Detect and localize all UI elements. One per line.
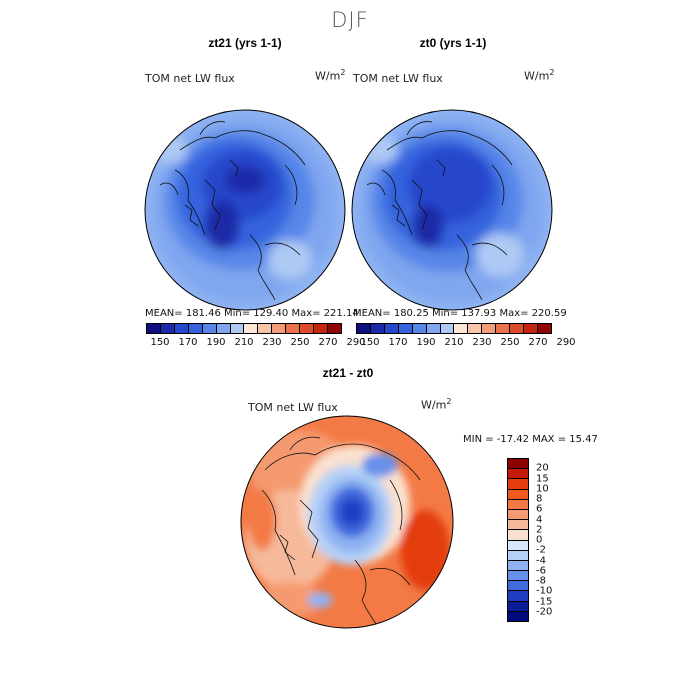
field-label-diff: TOM net LW flux <box>248 401 338 414</box>
colorbar-tick-label: 0 <box>536 534 543 546</box>
colorbar-swatch <box>508 499 528 510</box>
colorbar-swatch <box>426 324 441 333</box>
colorbar-tick-label: 150 <box>360 337 380 348</box>
colorbar-swatch <box>508 550 528 561</box>
colorbar-tick-label: 170 <box>388 337 408 348</box>
colorbar-swatch <box>412 324 427 333</box>
colorbar-swatch <box>286 324 301 333</box>
colorbar-swatch <box>398 324 413 333</box>
main-title: DJF <box>331 8 369 32</box>
stats-zt0: MEAN= 180.25 Min= 137.93 Max= 220.59 <box>353 308 567 319</box>
colorbar-swatch <box>508 591 528 602</box>
colorbar-swatch <box>300 324 315 333</box>
colorbar-tick-label: 4 <box>536 514 543 525</box>
colorbar-tick-label: -15 <box>536 596 553 607</box>
colorbar-swatch <box>537 324 551 333</box>
colorbar-tick-label: -8 <box>536 575 546 587</box>
stats-diff: MIN = -17.42 MAX = 15.47 <box>463 434 598 445</box>
colorbar-tick-label: 210 <box>444 337 464 348</box>
colorbar-swatch <box>370 324 385 333</box>
colorbar-swatch <box>510 324 525 333</box>
colorbar-swatch <box>258 324 273 333</box>
colorbar-zt21 <box>146 323 342 334</box>
units-diff: W/m2 <box>421 397 452 412</box>
panel-title-zt21: zt21 (yrs 1-1) <box>208 36 282 50</box>
colorbar-tick-label: 190 <box>206 337 226 348</box>
colorbar-tick-label: 6 <box>536 503 543 515</box>
colorbar-swatch <box>508 479 528 490</box>
colorbar-tick-label: 250 <box>500 337 520 348</box>
colorbar-tick-label: 250 <box>290 337 310 348</box>
colorbar-swatch <box>508 459 528 470</box>
colorbar-tick-label: 20 <box>536 462 549 474</box>
colorbar-swatch <box>508 489 528 500</box>
colorbar-swatch <box>440 324 455 333</box>
colorbar-tick-label: 230 <box>472 337 492 348</box>
colorbar-tick-label: 10 <box>536 483 549 495</box>
colorbar-labels-zt21: 150 170 190 210 230 250 270 290 <box>146 337 365 349</box>
colorbar-swatch <box>468 324 483 333</box>
colorbar-swatch <box>357 324 371 333</box>
colorbar-swatch <box>508 571 528 582</box>
colorbar-tick-label: 290 <box>346 337 366 348</box>
colorbar-swatch <box>508 601 528 612</box>
colorbar-swatch <box>508 581 528 592</box>
colorbar-tick-label: 290 <box>556 337 576 348</box>
colorbar-tick-label: 270 <box>318 337 338 348</box>
colorbar-swatch <box>508 509 528 521</box>
colorbar-swatch <box>216 324 231 333</box>
colorbar-swatch <box>147 324 161 333</box>
colorbar-swatch <box>314 324 328 333</box>
colorbar-swatch <box>482 324 497 333</box>
colorbar-tick-label: 8 <box>536 493 543 505</box>
colorbar-tick-label: 190 <box>416 337 436 348</box>
colorbar-swatch <box>496 324 511 333</box>
colorbar-zt0 <box>356 323 552 334</box>
colorbar-swatch <box>202 324 217 333</box>
panel-title-zt0: zt0 (yrs 1-1) <box>419 36 487 50</box>
colorbar-swatch <box>160 324 175 333</box>
panel-title-diff: zt21 - zt0 <box>322 366 374 380</box>
field-label-zt0: TOM net LW flux <box>353 72 443 85</box>
colorbar-labels-zt0: 150 170 190 210 230 250 270 290 <box>356 337 575 349</box>
colorbar-tick-label: -2 <box>536 544 546 556</box>
colorbar-tick-label: -4 <box>536 555 546 566</box>
colorbar-diff <box>507 458 529 622</box>
colorbar-swatch <box>384 324 399 333</box>
colorbar-swatch <box>272 324 287 333</box>
colorbar-swatch <box>508 469 528 480</box>
colorbar-swatch <box>508 611 528 621</box>
colorbar-swatch <box>508 540 528 551</box>
colorbar-swatch <box>174 324 189 333</box>
colorbar-tick-label: 2 <box>536 524 543 536</box>
colorbar-swatch <box>508 520 528 531</box>
units-zt0: W/m2 <box>524 68 555 83</box>
colorbar-swatch <box>524 324 538 333</box>
colorbar-tick-label: -6 <box>536 565 546 577</box>
colorbar-tick-label: 15 <box>536 473 549 484</box>
colorbar-tick-label: 170 <box>178 337 198 348</box>
colorbar-tick-label: 230 <box>262 337 282 348</box>
colorbar-tick-label: 270 <box>528 337 548 348</box>
colorbar-swatch <box>508 560 528 572</box>
colorbar-tick-label: -20 <box>536 606 553 618</box>
colorbar-swatch <box>188 324 203 333</box>
stats-zt21: MEAN= 181.46 Min= 129.40 Max= 221.14 <box>145 308 359 319</box>
colorbar-tick-label: 150 <box>150 337 170 348</box>
colorbar-swatch <box>327 324 341 333</box>
units-zt21: W/m2 <box>315 68 346 83</box>
field-label-zt21: TOM net LW flux <box>145 72 235 85</box>
colorbar-swatch <box>508 530 528 541</box>
colorbar-labels-diff: 20 15 10 8 6 4 2 0 -2 -4 -6 -8 -10 -15 -20 <box>536 458 576 622</box>
colorbar-swatch <box>454 324 469 333</box>
colorbar-tick-label: -10 <box>536 585 553 597</box>
colorbar-tick-label: 210 <box>234 337 254 348</box>
colorbar-swatch <box>230 324 245 333</box>
colorbar-swatch <box>244 324 259 333</box>
